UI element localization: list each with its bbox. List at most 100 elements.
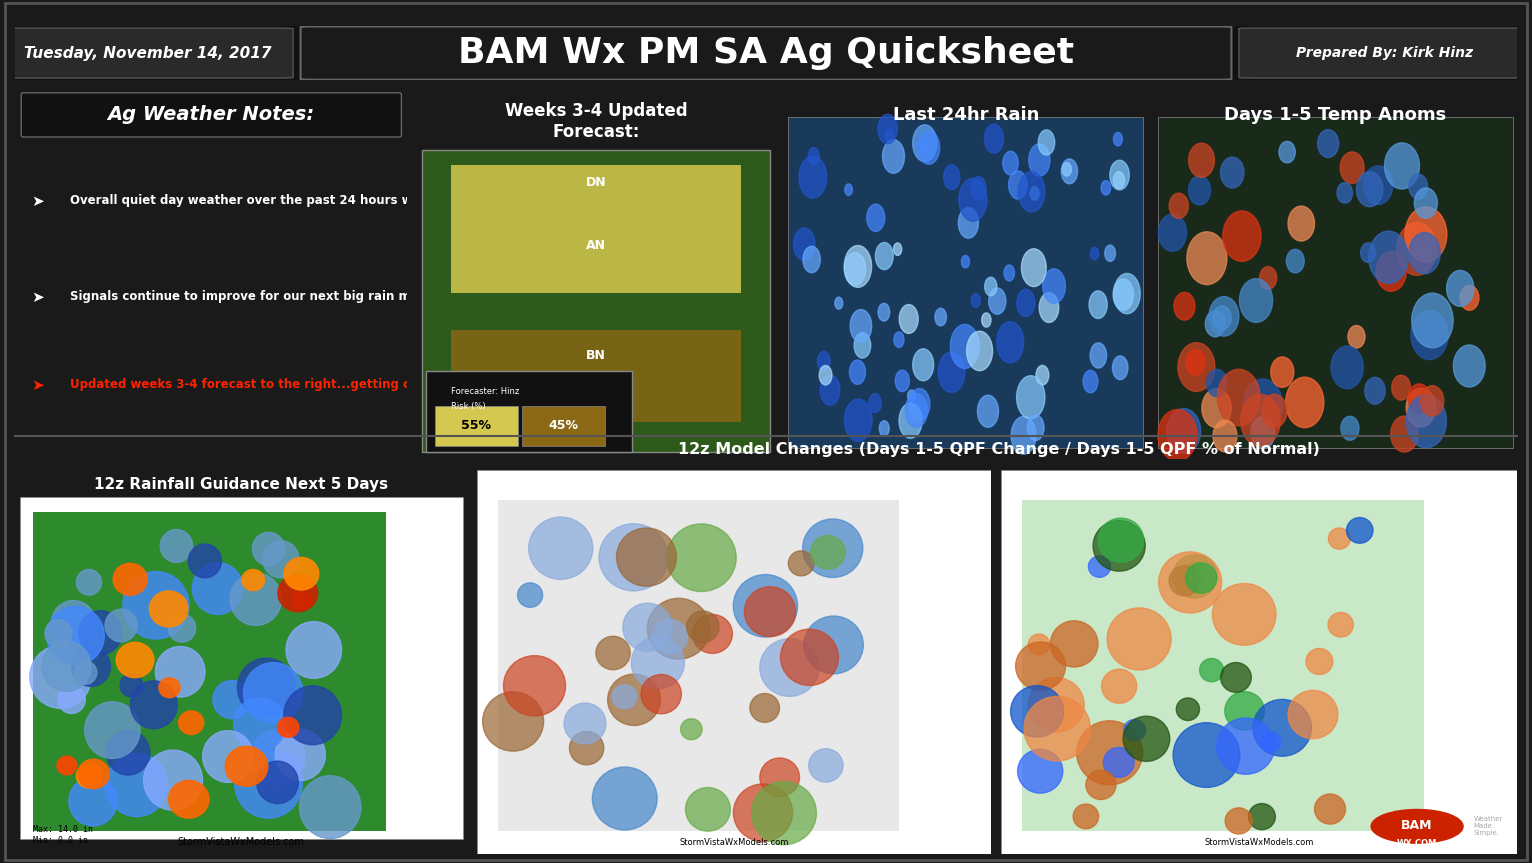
FancyBboxPatch shape bbox=[426, 370, 633, 451]
FancyBboxPatch shape bbox=[1000, 469, 1517, 854]
Ellipse shape bbox=[1017, 749, 1063, 793]
Ellipse shape bbox=[276, 753, 303, 780]
Ellipse shape bbox=[1253, 699, 1311, 756]
Text: StormVistaWxModels.com: StormVistaWxModels.com bbox=[1204, 838, 1313, 847]
Ellipse shape bbox=[1088, 556, 1111, 577]
Ellipse shape bbox=[1213, 306, 1232, 330]
Ellipse shape bbox=[961, 255, 970, 268]
Ellipse shape bbox=[1177, 698, 1200, 721]
Ellipse shape bbox=[1249, 803, 1275, 829]
Ellipse shape bbox=[169, 780, 208, 818]
Ellipse shape bbox=[789, 551, 813, 576]
Ellipse shape bbox=[809, 148, 820, 165]
Ellipse shape bbox=[1030, 144, 1049, 176]
Ellipse shape bbox=[803, 246, 820, 273]
Ellipse shape bbox=[144, 750, 202, 810]
Ellipse shape bbox=[849, 360, 866, 384]
Ellipse shape bbox=[1028, 677, 1085, 732]
Ellipse shape bbox=[1239, 279, 1273, 323]
Ellipse shape bbox=[882, 140, 904, 173]
Ellipse shape bbox=[1259, 267, 1276, 289]
Ellipse shape bbox=[299, 776, 362, 839]
Circle shape bbox=[1371, 809, 1463, 843]
Ellipse shape bbox=[666, 524, 737, 591]
Text: 12z Rainfall Guidance Next 5 Days: 12z Rainfall Guidance Next 5 Days bbox=[93, 477, 388, 493]
Ellipse shape bbox=[850, 310, 872, 343]
Ellipse shape bbox=[752, 782, 817, 845]
Ellipse shape bbox=[1103, 747, 1134, 778]
Ellipse shape bbox=[237, 658, 296, 717]
Ellipse shape bbox=[58, 685, 86, 714]
Ellipse shape bbox=[878, 114, 898, 144]
Ellipse shape bbox=[810, 535, 846, 569]
FancyBboxPatch shape bbox=[1158, 117, 1514, 448]
Ellipse shape bbox=[225, 746, 268, 786]
Ellipse shape bbox=[529, 517, 593, 579]
Ellipse shape bbox=[1169, 193, 1189, 218]
Text: Max: 14.0 in
Min: 0.0 in: Max: 14.0 in Min: 0.0 in bbox=[34, 825, 93, 845]
Ellipse shape bbox=[1454, 345, 1485, 387]
Ellipse shape bbox=[1328, 528, 1350, 549]
Ellipse shape bbox=[106, 730, 150, 775]
Ellipse shape bbox=[150, 591, 188, 627]
Ellipse shape bbox=[844, 245, 872, 287]
Ellipse shape bbox=[1409, 233, 1440, 274]
Ellipse shape bbox=[193, 563, 244, 614]
Ellipse shape bbox=[745, 587, 795, 637]
Ellipse shape bbox=[1011, 417, 1036, 454]
Ellipse shape bbox=[504, 656, 565, 716]
Ellipse shape bbox=[1200, 658, 1224, 682]
Text: DN: DN bbox=[585, 177, 607, 190]
Ellipse shape bbox=[44, 620, 72, 647]
Ellipse shape bbox=[1043, 269, 1065, 304]
Ellipse shape bbox=[262, 540, 299, 578]
Ellipse shape bbox=[1003, 265, 1014, 281]
FancyBboxPatch shape bbox=[1239, 28, 1532, 78]
FancyBboxPatch shape bbox=[787, 117, 1143, 448]
Ellipse shape bbox=[734, 575, 798, 637]
Ellipse shape bbox=[1091, 248, 1098, 260]
Ellipse shape bbox=[78, 759, 109, 789]
Text: Signals continue to improve for our next big rain maker to move south to north a: Signals continue to improve for our next… bbox=[70, 290, 1124, 303]
Text: ➤: ➤ bbox=[31, 194, 44, 209]
Ellipse shape bbox=[893, 332, 904, 348]
Ellipse shape bbox=[1337, 183, 1353, 203]
Ellipse shape bbox=[803, 519, 863, 577]
Ellipse shape bbox=[1413, 245, 1432, 272]
Text: WX.COM: WX.COM bbox=[1397, 839, 1437, 847]
Ellipse shape bbox=[1244, 379, 1282, 431]
Ellipse shape bbox=[161, 530, 193, 563]
Ellipse shape bbox=[1167, 408, 1201, 453]
Ellipse shape bbox=[844, 253, 866, 286]
Ellipse shape bbox=[1092, 520, 1146, 571]
Ellipse shape bbox=[1108, 608, 1170, 670]
Ellipse shape bbox=[804, 616, 864, 674]
Ellipse shape bbox=[1105, 245, 1115, 261]
Ellipse shape bbox=[78, 611, 123, 655]
Text: ➤: ➤ bbox=[31, 378, 44, 393]
Ellipse shape bbox=[985, 277, 997, 296]
Ellipse shape bbox=[875, 243, 893, 269]
Ellipse shape bbox=[680, 719, 702, 740]
Ellipse shape bbox=[1288, 690, 1337, 739]
Ellipse shape bbox=[918, 131, 939, 164]
Ellipse shape bbox=[1270, 357, 1295, 387]
Ellipse shape bbox=[835, 297, 843, 309]
Text: Tuesday, November 14, 2017: Tuesday, November 14, 2017 bbox=[23, 46, 271, 60]
Ellipse shape bbox=[1285, 377, 1324, 428]
Text: ➤: ➤ bbox=[31, 290, 44, 305]
Ellipse shape bbox=[1209, 297, 1239, 336]
Text: Risk (%): Risk (%) bbox=[450, 402, 486, 411]
Ellipse shape bbox=[483, 692, 544, 751]
Ellipse shape bbox=[686, 611, 719, 643]
Ellipse shape bbox=[1397, 223, 1437, 275]
FancyBboxPatch shape bbox=[476, 469, 991, 854]
Ellipse shape bbox=[202, 731, 253, 783]
Ellipse shape bbox=[1022, 249, 1046, 287]
Ellipse shape bbox=[985, 124, 1003, 153]
Ellipse shape bbox=[1039, 129, 1054, 155]
Ellipse shape bbox=[1408, 384, 1431, 413]
Ellipse shape bbox=[1189, 143, 1215, 178]
Ellipse shape bbox=[188, 544, 222, 578]
Ellipse shape bbox=[1016, 642, 1065, 690]
